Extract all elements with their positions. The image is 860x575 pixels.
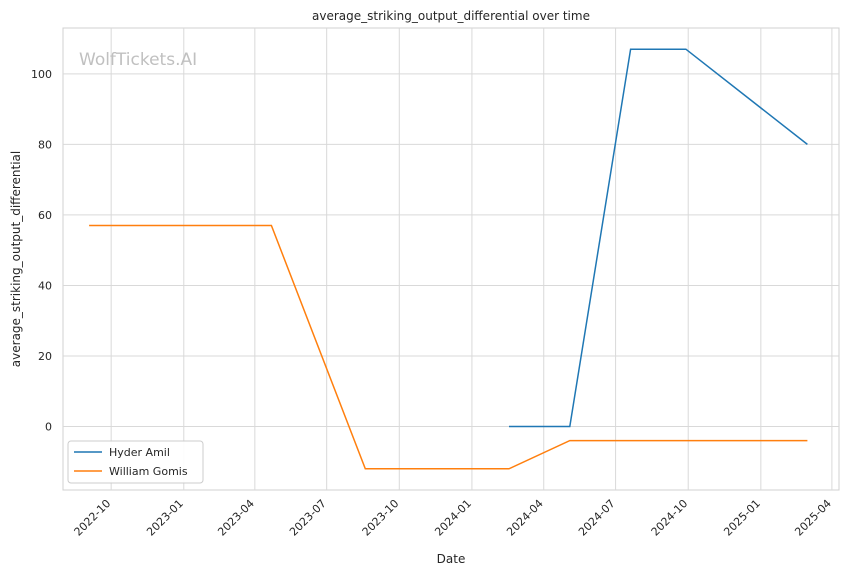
- legend-label-hyder-amil: Hyder Amil: [109, 446, 170, 459]
- legend-label-william-gomis: William Gomis: [109, 465, 188, 478]
- y-tick-label: 100: [31, 68, 52, 81]
- series-lines: [89, 48, 808, 470]
- watermark: WolfTickets.AI: [79, 50, 197, 70]
- x-tick-label: 2024-04: [504, 497, 546, 539]
- y-tick-label: 60: [38, 209, 52, 222]
- x-tick-label: 2025-01: [721, 497, 763, 539]
- x-axis-title: Date: [437, 552, 466, 566]
- y-tick-label: 20: [38, 350, 52, 363]
- x-tick-label: 2023-04: [215, 497, 257, 539]
- x-tick-label: 2023-01: [144, 497, 186, 539]
- legend: Hyder Amil William Gomis: [67, 440, 204, 484]
- x-tick-label: 2024-07: [576, 497, 618, 539]
- x-tick-label: 2025-04: [792, 497, 834, 539]
- series-line-hyder-amil: [509, 48, 808, 428]
- y-axis-ticks: 0 20 40 60 80 100: [31, 68, 52, 434]
- x-tick-label: 2024-10: [649, 497, 691, 539]
- x-tick-label: 2022-10: [72, 497, 114, 539]
- plot-area: [62, 27, 840, 491]
- y-tick-label: 80: [38, 138, 52, 151]
- x-tick-label: 2023-10: [360, 497, 402, 539]
- chart-title: average_striking_output_differential ove…: [312, 9, 590, 23]
- grid-lines: [63, 28, 839, 490]
- y-tick-label: 40: [38, 279, 52, 292]
- y-tick-label: 0: [45, 421, 52, 434]
- x-tick-label: 2023-07: [287, 497, 329, 539]
- x-tick-label: 2024-01: [432, 497, 474, 539]
- y-axis-title: average_striking_output_differential: [9, 151, 23, 367]
- x-axis-ticks: 2022-10 2023-01 2023-04 2023-07 2023-10 2024-…: [72, 497, 834, 539]
- series-line-william-gomis: [89, 224, 808, 470]
